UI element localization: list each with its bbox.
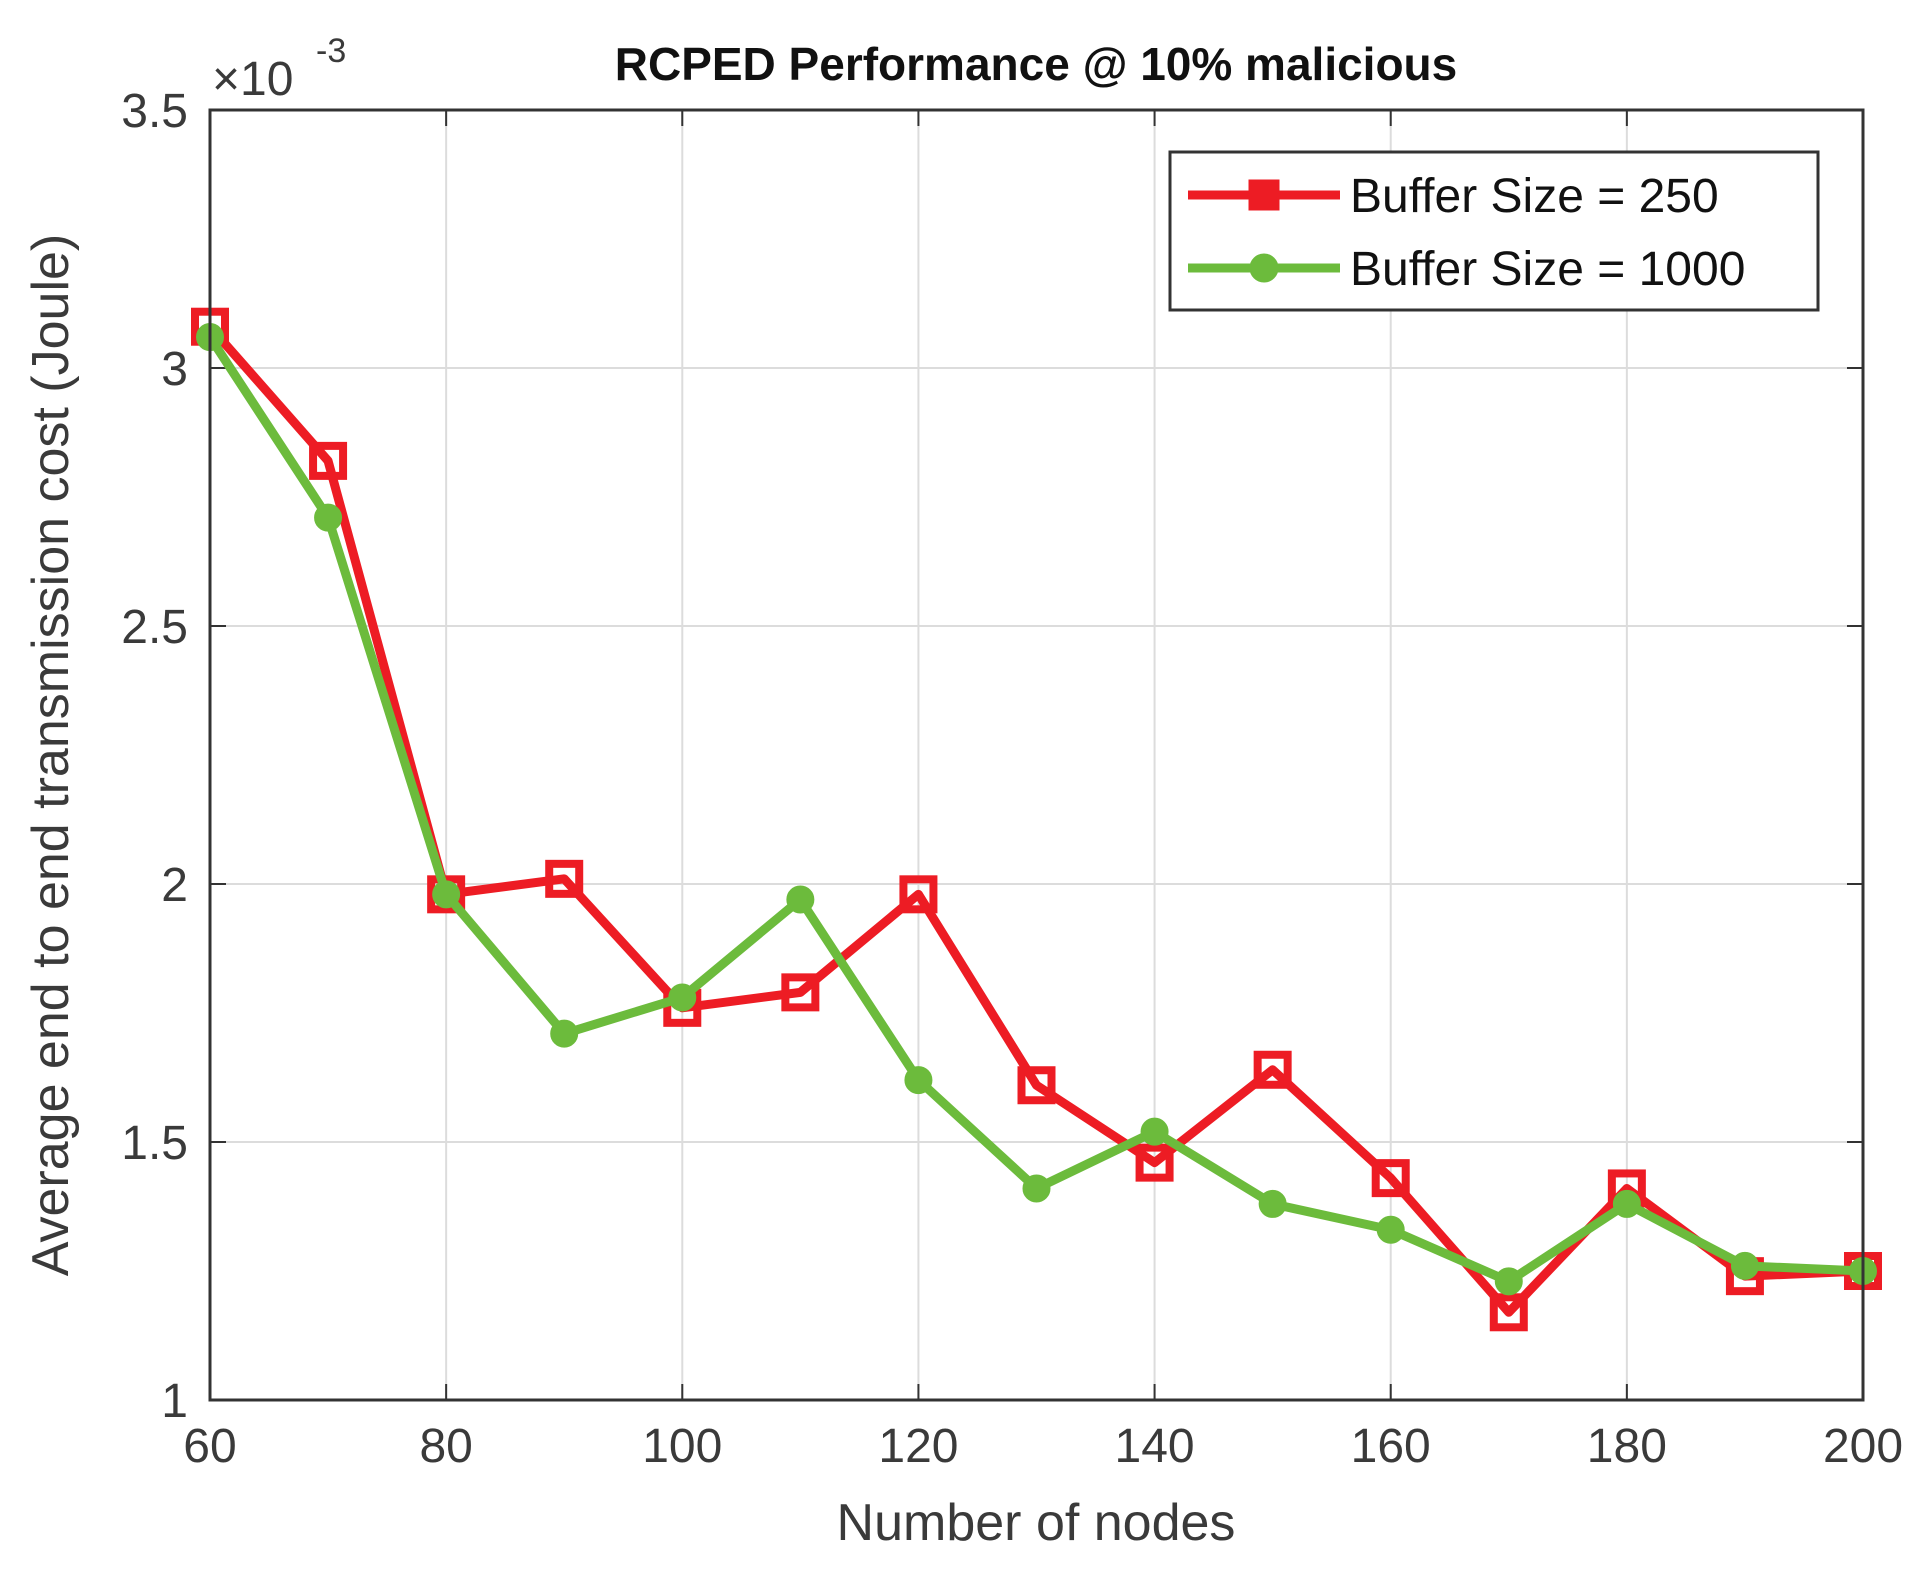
data-point (786, 885, 815, 914)
data-point (668, 983, 697, 1012)
series-1000 (196, 323, 1877, 1296)
data-point (432, 880, 461, 909)
data-point (781, 973, 820, 1012)
data-point (1730, 1251, 1759, 1280)
x-tick-label: 60 (183, 1420, 236, 1473)
data-point (1135, 1143, 1174, 1182)
legend-box (1168, 150, 1820, 312)
data-point (1258, 1189, 1287, 1218)
legend-marker-250 (1248, 179, 1280, 211)
y-multiplier-base: ×10 (212, 53, 293, 106)
x-axis-label: Number of nodes (837, 1494, 1236, 1552)
x-tick-label: 100 (642, 1420, 722, 1473)
legend-marker-1000 (1249, 253, 1279, 283)
y-tick-label: 3.5 (121, 85, 188, 138)
x-tick-label: 160 (1351, 1420, 1431, 1473)
y-tick-label: 1 (161, 1375, 188, 1428)
x-tick-label: 200 (1823, 1420, 1903, 1473)
y-tick-label: 2.5 (121, 601, 188, 654)
tick-labels: 60 80 100 120 140 160 180 200 1 1.5 2 2.5 3 3.5 (121, 85, 1903, 1473)
data-point (309, 441, 348, 480)
legend-label-250: Buffer Size = 250 (1350, 170, 1719, 223)
series-layer (191, 307, 1882, 1332)
y-multiplier: ×10 -3 (212, 32, 346, 106)
x-tick-label: 180 (1587, 1420, 1667, 1473)
data-point (1253, 1050, 1292, 1089)
chart-title: RCPED Performance @ 10% malicious (615, 38, 1458, 90)
legend-label-1000: Buffer Size = 1000 (1350, 243, 1745, 296)
data-point (314, 503, 343, 532)
data-point (1494, 1267, 1523, 1296)
data-point (550, 1019, 579, 1048)
data-point (545, 859, 584, 898)
y-tick-label: 2 (161, 859, 188, 912)
data-point (1612, 1189, 1641, 1218)
y-tick-label: 3 (161, 343, 188, 396)
y-multiplier-exponent: -3 (316, 32, 346, 70)
data-point (904, 1066, 933, 1095)
plot-frame (208, 108, 1865, 1402)
y-axis-label: Average end to end transmission cost (Jo… (22, 234, 80, 1277)
grid (210, 110, 1863, 1400)
data-point (1140, 1117, 1169, 1146)
legend: Buffer Size = 250 Buffer Size = 1000 (1168, 150, 1820, 312)
data-point (1017, 1066, 1056, 1105)
data-point (1022, 1174, 1051, 1203)
x-tick-label: 80 (419, 1420, 472, 1473)
data-point (1376, 1215, 1405, 1244)
data-point (899, 875, 938, 914)
data-point (1371, 1159, 1410, 1198)
data-point (1489, 1293, 1528, 1332)
x-tick-label: 120 (878, 1420, 958, 1473)
x-tick-label: 140 (1115, 1420, 1195, 1473)
y-tick-label: 1.5 (121, 1117, 188, 1170)
